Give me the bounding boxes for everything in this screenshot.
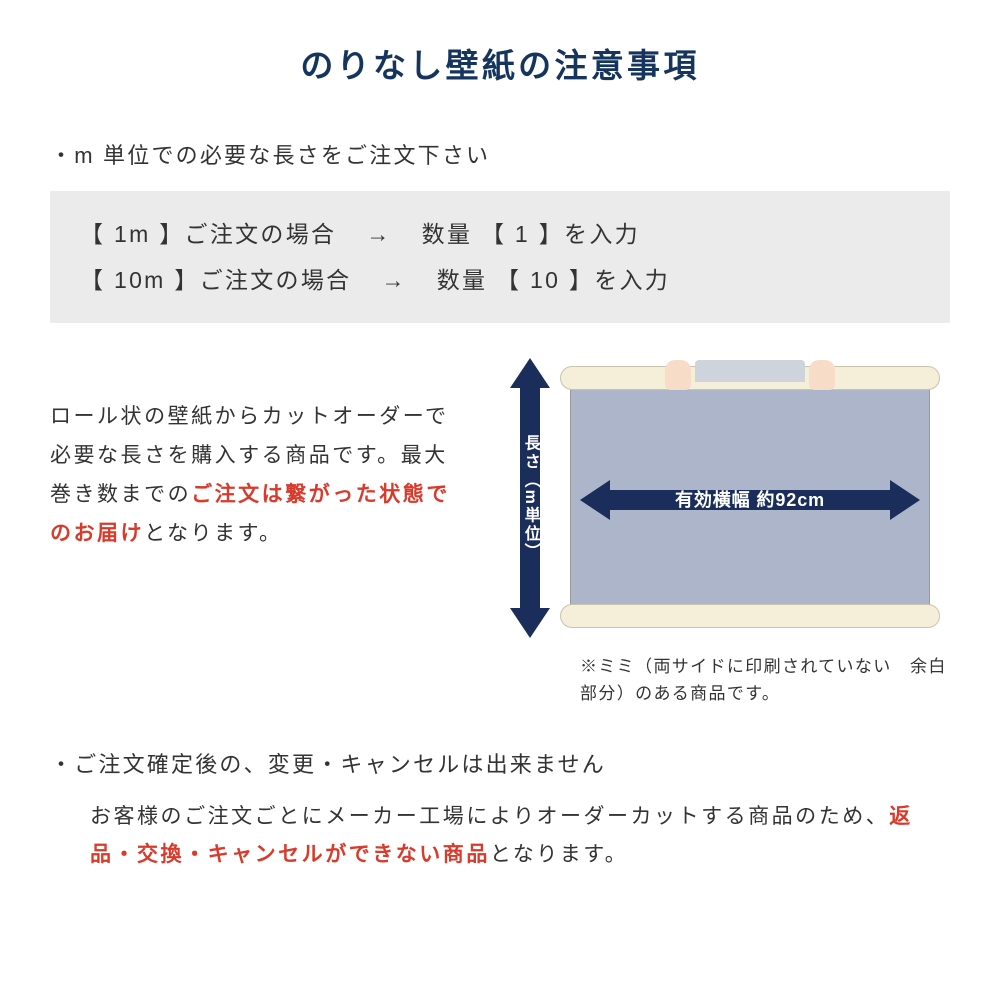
example-left: 【 1m 】ご注文の場合: [80, 211, 336, 257]
length-label: 長さ（m単位）: [517, 434, 543, 561]
person-hands: [665, 356, 835, 396]
width-arrow: 有効横幅 約92cm: [580, 478, 920, 522]
example-row-1: 【 1m 】ご注文の場合 → 数量 【 1 】を入力: [80, 211, 920, 257]
arrow-icon: →: [381, 257, 406, 303]
order-examples-box: 【 1m 】ご注文の場合 → 数量 【 1 】を入力 【 10m 】ご注文の場合…: [50, 191, 950, 323]
example-right: 数量 【 1 】を入力: [422, 211, 640, 257]
hand-right: [809, 360, 835, 390]
wallpaper-diagram: 有効横幅 約92cm 長さ（m単位）: [490, 358, 950, 638]
example-right: 数量 【 10 】を入力: [437, 257, 670, 303]
bullet-no-cancel: ご注文確定後の、変更・キャンセルは出来ません: [50, 747, 950, 782]
desc-part-2: となります。: [144, 522, 282, 545]
middle-section: ロール状の壁紙からカットオーダーで必要な長さを購入する商品です。最大巻き数までの…: [50, 358, 950, 638]
hand-left: [665, 360, 691, 390]
bullet-order-in-meters: m 単位での必要な長さをご注文下さい: [50, 138, 950, 173]
no-cancel-description: お客様のご注文ごとにメーカー工場によりオーダーカットする商品のため、返品・交換・…: [50, 798, 950, 876]
width-label: 有効横幅 約92cm: [675, 486, 825, 515]
bottom-pre: お客様のご注文ごとにメーカー工場によりオーダーカットする商品のため、: [90, 805, 889, 828]
arrow-icon: →: [366, 211, 391, 257]
example-left: 【 10m 】ご注文の場合: [80, 257, 351, 303]
example-row-2: 【 10m 】ご注文の場合 → 数量 【 10 】を入力: [80, 257, 920, 303]
roll-cut-description: ロール状の壁紙からカットオーダーで必要な長さを購入する商品です。最大巻き数までの…: [50, 358, 470, 638]
page-title: のりなし壁紙の注意事項: [50, 40, 950, 93]
roll-bottom-rod: [560, 604, 940, 628]
length-arrow: 長さ（m単位）: [508, 358, 552, 638]
mimi-margin-note: ※ミミ（両サイドに印刷されていない 余白部分）のある商品です。: [50, 653, 950, 707]
bottom-post: となります。: [490, 843, 628, 866]
